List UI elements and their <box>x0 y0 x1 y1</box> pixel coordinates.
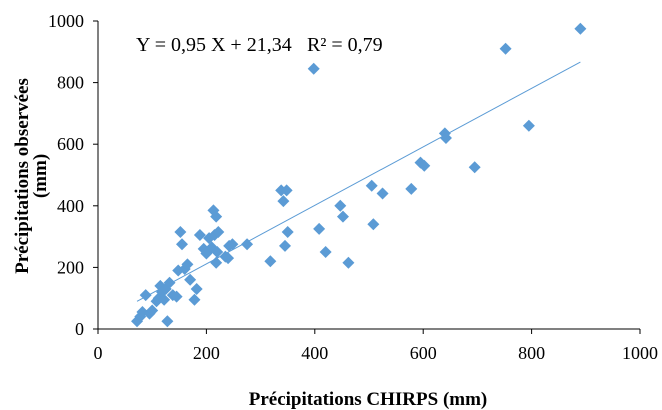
data-point <box>211 246 224 258</box>
data-point <box>212 225 225 238</box>
y-axis-title: Précipitations observées <box>12 78 33 274</box>
data-point <box>376 187 389 200</box>
data-point <box>574 22 587 35</box>
data-point <box>222 252 235 265</box>
data-point <box>170 290 183 303</box>
data-point <box>158 293 171 306</box>
data-point <box>184 273 197 286</box>
data-point <box>264 255 277 268</box>
data-point <box>163 276 176 289</box>
tick-labels: 0 200 400 600 800 1000 0 200 400 600 800 1000 <box>48 11 658 363</box>
data-point <box>210 210 223 223</box>
regression-equation: Y = 0,95 X + 21,34 <box>136 34 292 56</box>
x-tick-label: 200 <box>193 343 220 363</box>
y-tick-label: 0 <box>75 319 84 339</box>
data-point <box>365 179 378 192</box>
data-point <box>146 304 159 317</box>
data-point <box>174 225 187 238</box>
data-point <box>176 238 189 251</box>
y-axis-title-unit: (mm) <box>30 154 51 198</box>
data-point <box>313 222 326 235</box>
data-point <box>181 258 194 271</box>
data-point <box>139 289 152 302</box>
data-point <box>319 246 332 258</box>
y-tick-label: 400 <box>57 196 84 216</box>
data-point <box>278 239 291 252</box>
y-tick-label: 800 <box>57 73 84 93</box>
data-point <box>336 210 349 223</box>
data-point <box>210 256 223 269</box>
data-point <box>226 238 239 251</box>
data-point <box>277 195 290 208</box>
data-points <box>131 22 587 328</box>
data-point <box>280 184 293 197</box>
x-tick-label: 1000 <box>622 343 658 363</box>
data-point <box>241 238 254 251</box>
data-point <box>499 42 512 55</box>
data-point <box>418 159 431 172</box>
data-point <box>334 199 347 212</box>
data-point <box>161 315 174 328</box>
data-point <box>342 256 355 269</box>
y-tick-label: 200 <box>57 257 84 277</box>
data-point <box>190 282 203 295</box>
data-point <box>405 182 418 195</box>
data-point <box>522 119 535 132</box>
y-tick-label: 600 <box>57 134 84 154</box>
axes <box>93 20 641 334</box>
trendline-path <box>136 61 581 302</box>
y-tick-label: 1000 <box>48 11 84 31</box>
data-point <box>281 225 294 238</box>
x-tick-label: 800 <box>518 343 545 363</box>
data-point <box>468 161 481 174</box>
data-point <box>367 218 380 231</box>
x-tick-label: 600 <box>410 343 437 363</box>
trendline <box>136 61 581 302</box>
data-point <box>307 62 320 75</box>
data-point <box>439 132 452 145</box>
data-point <box>188 293 201 306</box>
r-squared-label: R² = 0,79 <box>307 34 383 56</box>
x-tick-label: 400 <box>301 343 328 363</box>
data-point <box>193 229 206 242</box>
x-axis-title: Précipitations CHIRPS (mm) <box>249 389 488 410</box>
x-tick-label: 0 <box>94 343 103 363</box>
